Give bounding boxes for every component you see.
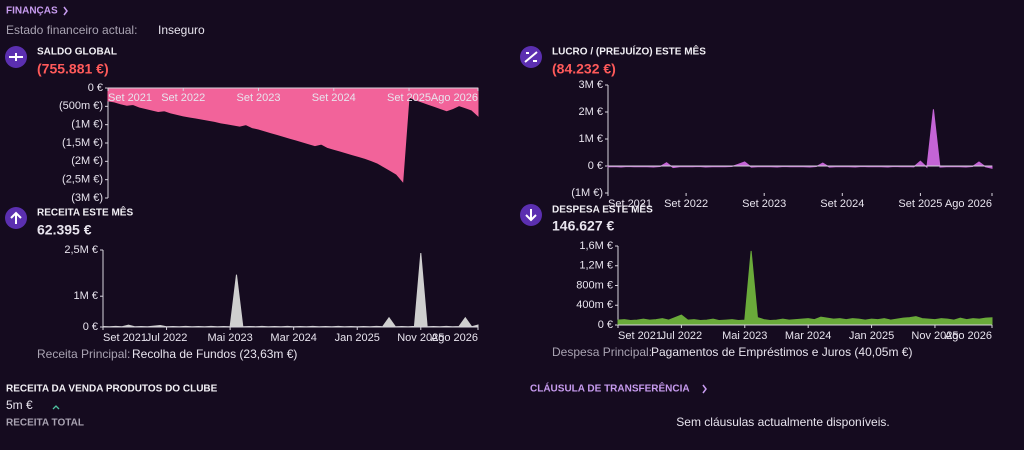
x-tick-label: Set 2025: [387, 92, 431, 104]
y-tick-label: 1M €: [579, 133, 603, 145]
x-tick-label: Set 2023: [236, 92, 280, 104]
y-tick-label: 800m €: [576, 279, 613, 291]
caption-label: Receita Principal:: [37, 347, 130, 361]
y-tick-label: (500m €): [59, 100, 103, 112]
x-tick-label: Nov 2025: [397, 332, 444, 344]
headline: 146.627 €: [552, 218, 614, 234]
y-tick-label: 1,6M €: [579, 240, 613, 252]
caption: Recolha de Fundos (23,63m €): [132, 347, 297, 361]
headline: 62.395 €: [37, 222, 92, 238]
y-tick-label: 2,5M €: [64, 244, 98, 256]
x-tick-label: Jan 2025: [849, 330, 894, 342]
chart-title: RECEITA ESTE MÊS: [37, 206, 133, 219]
y-tick-label: (1M €): [571, 187, 603, 199]
clause-title[interactable]: CLÁUSULA DE TRANSFERÊNCIA: [530, 382, 690, 395]
chart-title: LUCRO / (PREJUÍZO) ESTE MÊS: [552, 45, 706, 58]
area: [607, 109, 993, 169]
caption: Pagamentos de Empréstimos e Juros (40,05…: [651, 345, 912, 359]
y-tick-label: 1,2M €: [579, 260, 613, 272]
y-tick-label: (1,5M €): [62, 137, 103, 149]
x-tick-label: Ago 2026: [945, 198, 992, 210]
x-tick-label: Set 2024: [820, 198, 864, 210]
y-tick-label: 0 €: [598, 319, 613, 331]
headline: (84.232 €): [552, 61, 616, 77]
area: [107, 87, 479, 183]
section-title[interactable]: FINANÇAS: [6, 6, 58, 17]
x-tick-label: Nov 2025: [911, 330, 958, 342]
icon-glyph: [524, 51, 538, 63]
merch-caption: RECEITA TOTAL: [6, 418, 84, 429]
x-tick-label: Mai 2023: [722, 330, 767, 342]
x-tick-label: Set 2021: [103, 332, 147, 344]
chart-title: SALDO GLOBAL: [37, 47, 117, 58]
icon-glyph: [10, 211, 22, 224]
headline: (755.881 €): [37, 61, 109, 77]
x-tick-label: Ago 2026: [945, 330, 992, 342]
x-tick-label: Set 2023: [742, 198, 786, 210]
status-value: Inseguro: [158, 23, 205, 37]
y-tick-label: 3M €: [579, 79, 603, 91]
y-tick-label: (3M €): [71, 192, 103, 204]
x-tick-label: Mai 2023: [207, 332, 252, 344]
x-tick-label: Mar 2024: [785, 330, 831, 342]
y-tick-label: 2M €: [579, 106, 603, 118]
chart-title: DESPESA ESTE MÊS: [552, 203, 653, 216]
merch-title: RECEITA DA VENDA PRODUTOS DO CLUBE: [6, 384, 218, 395]
icon-glyph: [525, 209, 537, 222]
x-tick-label: Set 2025: [898, 198, 942, 210]
y-tick-label: 0 €: [88, 82, 103, 94]
merch-value: 5m €: [6, 398, 33, 412]
status-label: Estado financeiro actual:: [6, 23, 137, 37]
y-tick-label: 0 €: [83, 321, 98, 333]
x-tick-label: Jul 2022: [661, 330, 703, 342]
x-tick-label: Set 2021: [608, 198, 652, 210]
trend-icon: [52, 405, 60, 410]
y-tick-label: (1M €): [71, 119, 103, 131]
chevron: [702, 384, 707, 394]
x-tick-label: Jan 2025: [335, 332, 380, 344]
x-tick-label: Set 2021: [618, 330, 662, 342]
x-tick-label: Set 2022: [664, 198, 708, 210]
y-tick-label: 400m €: [576, 299, 613, 311]
y-tick-label: (2M €): [71, 155, 103, 167]
clause-empty: Sem cláusulas actualmente disponíveis.: [676, 415, 889, 429]
icon-glyph: [9, 53, 23, 61]
x-tick-label: Jul 2022: [146, 332, 188, 344]
y-tick-label: (2,5M €): [62, 174, 103, 186]
y-tick-label: 1M €: [74, 290, 98, 302]
x-tick-label: Set 2024: [312, 92, 356, 104]
caption-label: Despesa Principal:: [552, 345, 652, 359]
x-tick-label: Ago 2026: [431, 332, 478, 344]
y-tick-label: 0 €: [588, 160, 603, 172]
x-tick-label: Set 2022: [161, 92, 205, 104]
x-tick-label: Set 2021: [108, 92, 152, 104]
x-tick-label: Ago 2026: [431, 92, 478, 104]
area: [617, 250, 993, 326]
x-tick-label: Mar 2024: [270, 332, 316, 344]
chevron: [63, 6, 68, 16]
